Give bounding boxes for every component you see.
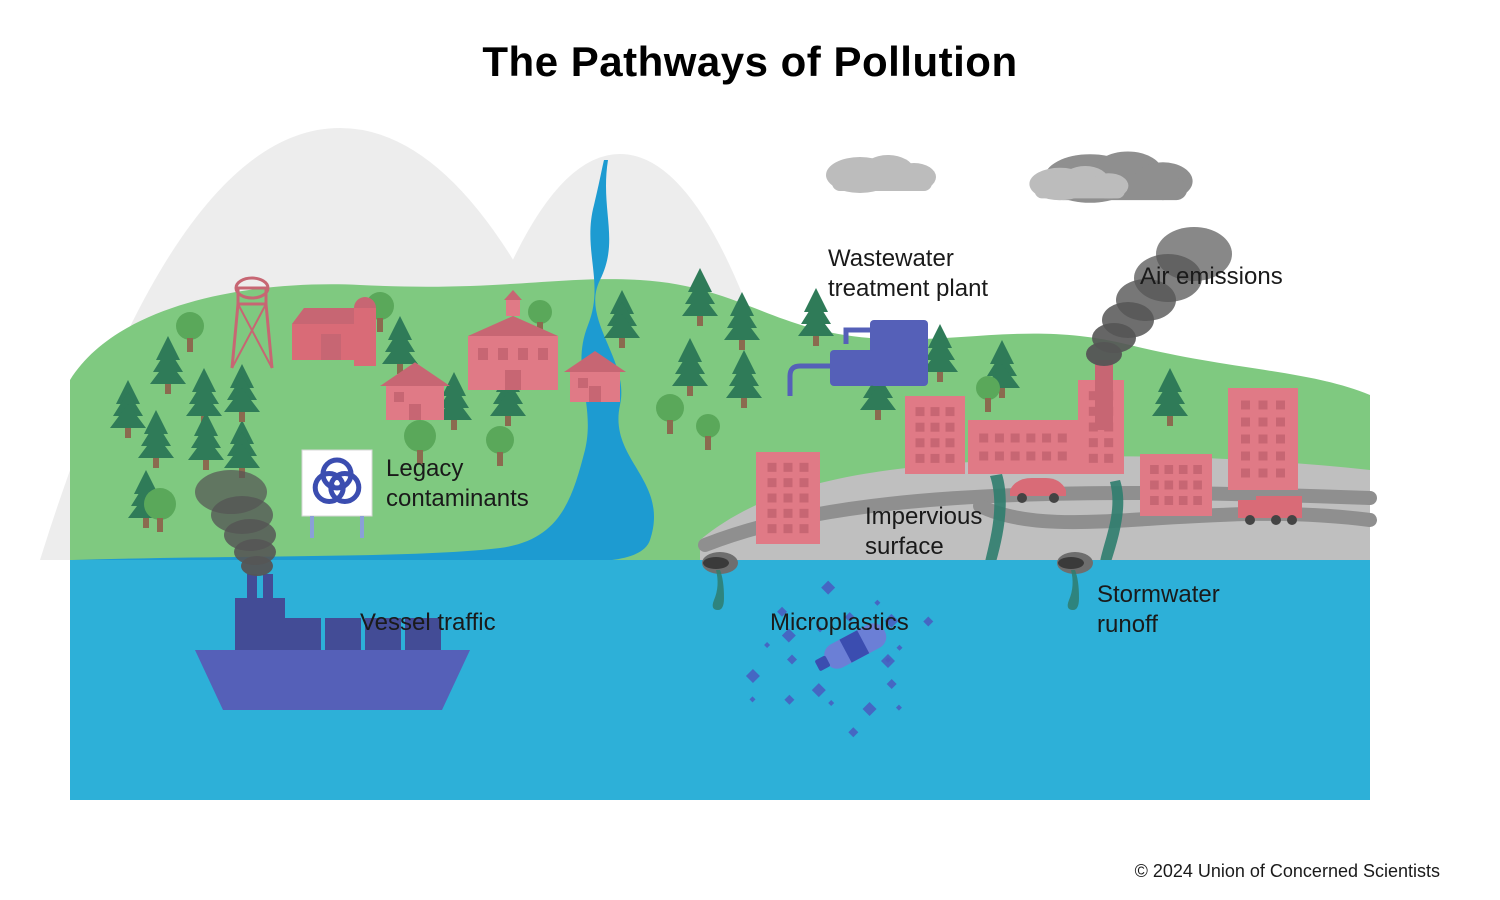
label-stormwater: Stormwater runoff	[1097, 580, 1220, 640]
label-air: Air emissions	[1140, 262, 1283, 292]
infographic-title: The Pathways of Pollution	[0, 38, 1500, 86]
label-wastewater: Wastewater treatment plant	[828, 244, 988, 304]
label-vessel: Vessel traffic	[360, 608, 496, 638]
label-legacy: Legacy contaminants	[386, 454, 529, 514]
label-microplastics: Microplastics	[770, 608, 909, 638]
infographic-stage: The Pathways of Pollution Wastewater tre…	[0, 0, 1500, 900]
scene-svg	[0, 0, 1500, 900]
label-impervious: Impervious surface	[865, 502, 982, 562]
copyright-text: © 2024 Union of Concerned Scientists	[1135, 861, 1440, 882]
